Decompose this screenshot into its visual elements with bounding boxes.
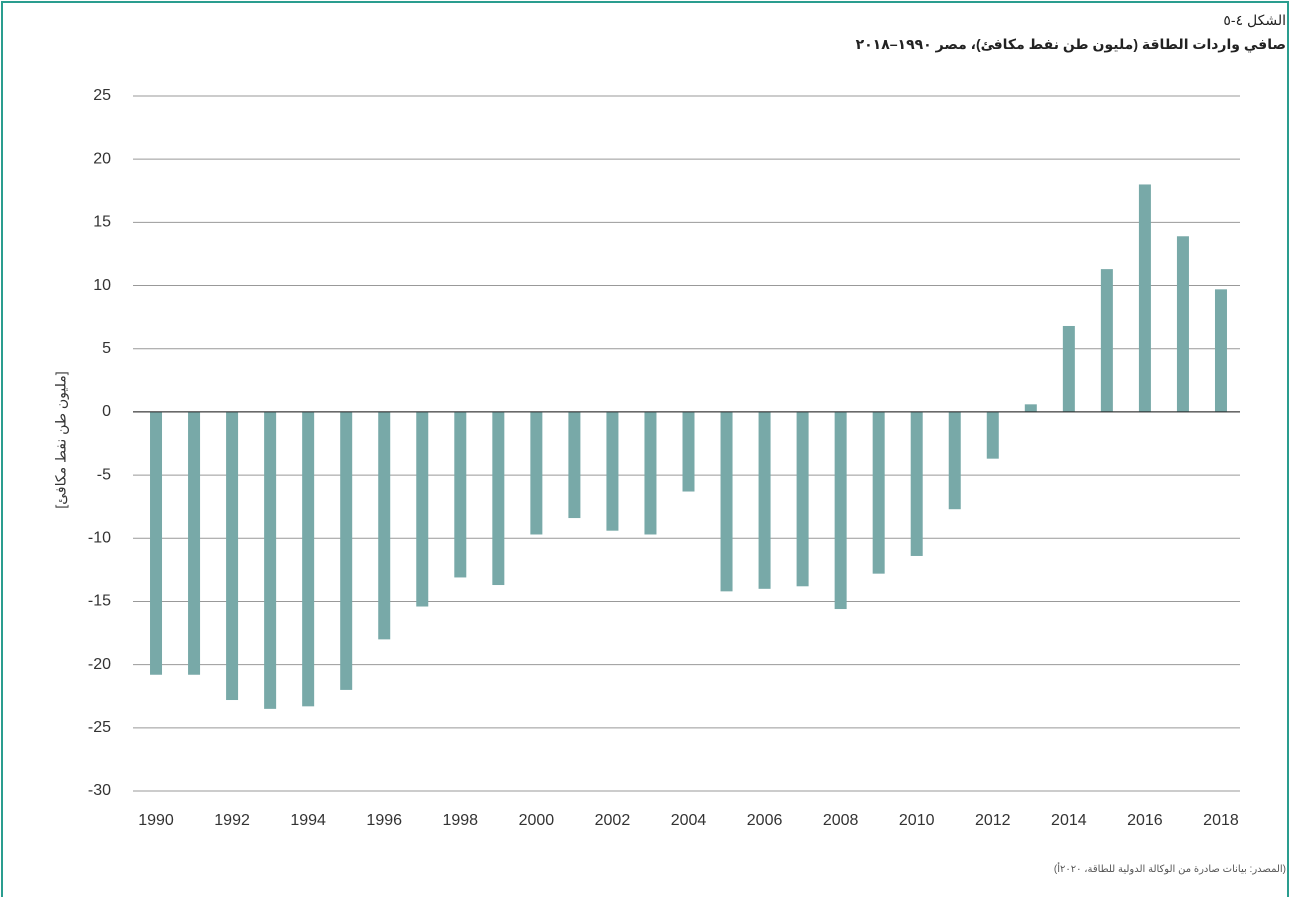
bar bbox=[834, 411, 847, 610]
y-tick-label: -5 bbox=[97, 466, 111, 483]
bar bbox=[302, 411, 315, 707]
bar bbox=[150, 411, 163, 675]
y-tick-label: 25 bbox=[93, 87, 111, 104]
bar bbox=[492, 411, 505, 586]
bar bbox=[948, 411, 961, 510]
bar bbox=[530, 411, 543, 535]
x-tick-label: 2008 bbox=[823, 812, 859, 829]
x-tick-label: 1998 bbox=[442, 812, 478, 829]
y-tick-label: -15 bbox=[88, 593, 111, 610]
y-axis-label: [مليون طن نفط مكافئ] bbox=[53, 371, 70, 508]
y-tick-label: 10 bbox=[93, 277, 111, 294]
bar bbox=[758, 411, 771, 589]
x-tick-label: 2004 bbox=[671, 812, 707, 829]
bar bbox=[1062, 325, 1075, 412]
x-tick-label: 2014 bbox=[1051, 812, 1087, 829]
y-tick-label: -10 bbox=[88, 529, 111, 546]
bar bbox=[378, 411, 391, 640]
x-tick-label: 2016 bbox=[1127, 812, 1163, 829]
source-note: (المصدر: بيانات صادرة من الوكالة الدولية… bbox=[1053, 864, 1286, 875]
bar bbox=[644, 411, 657, 535]
x-tick-label: 2010 bbox=[899, 812, 935, 829]
y-tick-label: -25 bbox=[88, 719, 111, 736]
y-tick-label: 0 bbox=[102, 403, 111, 420]
y-tick-label: 20 bbox=[93, 150, 111, 167]
x-tick-label: 2006 bbox=[747, 812, 783, 829]
y-tick-label: -20 bbox=[88, 656, 111, 673]
y-tick-label: 15 bbox=[93, 214, 111, 231]
bar bbox=[568, 411, 581, 519]
bar bbox=[188, 411, 201, 675]
bar bbox=[416, 411, 429, 607]
figure-label: الشكل ٤-٥ bbox=[1223, 12, 1286, 28]
y-tick-label: -30 bbox=[88, 782, 111, 799]
bar bbox=[1138, 184, 1151, 412]
x-tick-label: 1996 bbox=[366, 812, 402, 829]
x-tick-label: 1990 bbox=[138, 812, 174, 829]
chart-title: صافي واردات الطاقة (مليون طن نفط مكافئ)،… bbox=[855, 36, 1286, 52]
y-tick-label: 5 bbox=[102, 340, 111, 357]
bar bbox=[264, 411, 277, 709]
bar bbox=[226, 411, 239, 701]
bar bbox=[606, 411, 619, 531]
bar bbox=[872, 411, 885, 574]
bar bbox=[986, 411, 999, 459]
bar bbox=[340, 411, 353, 690]
x-tick-label: 2012 bbox=[975, 812, 1011, 829]
x-tick-label: 2002 bbox=[595, 812, 631, 829]
bar bbox=[1100, 269, 1113, 412]
bar bbox=[1176, 236, 1189, 412]
x-tick-label: 2018 bbox=[1203, 812, 1239, 829]
bar bbox=[910, 411, 923, 556]
bar bbox=[682, 411, 695, 492]
bar bbox=[1024, 404, 1037, 412]
bar bbox=[1214, 289, 1227, 412]
x-tick-label: 1992 bbox=[214, 812, 250, 829]
bar bbox=[454, 411, 467, 578]
x-tick-label: 2000 bbox=[519, 812, 555, 829]
bar bbox=[796, 411, 809, 587]
bar bbox=[720, 411, 733, 592]
x-tick-label: 1994 bbox=[290, 812, 326, 829]
